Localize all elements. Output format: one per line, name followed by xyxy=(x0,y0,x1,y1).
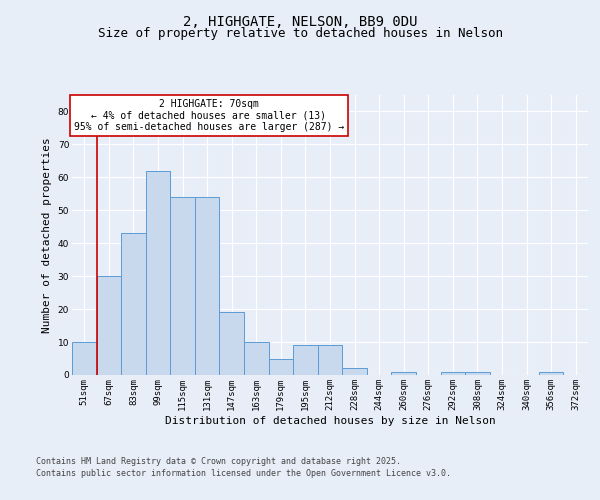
X-axis label: Distribution of detached houses by size in Nelson: Distribution of detached houses by size … xyxy=(164,416,496,426)
Bar xyxy=(342,368,367,375)
Bar xyxy=(318,346,342,375)
Bar xyxy=(72,342,97,375)
Bar xyxy=(539,372,563,375)
Bar xyxy=(244,342,269,375)
Bar xyxy=(170,197,195,375)
Text: Contains public sector information licensed under the Open Government Licence v3: Contains public sector information licen… xyxy=(36,469,451,478)
Bar xyxy=(220,312,244,375)
Bar xyxy=(146,171,170,375)
Text: Contains HM Land Registry data © Crown copyright and database right 2025.: Contains HM Land Registry data © Crown c… xyxy=(36,458,401,466)
Text: 2, HIGHGATE, NELSON, BB9 0DU: 2, HIGHGATE, NELSON, BB9 0DU xyxy=(183,15,417,29)
Text: Size of property relative to detached houses in Nelson: Size of property relative to detached ho… xyxy=(97,28,503,40)
Bar xyxy=(97,276,121,375)
Bar xyxy=(391,372,416,375)
Bar xyxy=(465,372,490,375)
Text: 2 HIGHGATE: 70sqm
← 4% of detached houses are smaller (13)
95% of semi-detached : 2 HIGHGATE: 70sqm ← 4% of detached house… xyxy=(74,99,344,132)
Y-axis label: Number of detached properties: Number of detached properties xyxy=(42,137,52,333)
Bar xyxy=(121,234,146,375)
Bar xyxy=(269,358,293,375)
Bar xyxy=(293,346,318,375)
Bar xyxy=(195,197,220,375)
Bar xyxy=(440,372,465,375)
